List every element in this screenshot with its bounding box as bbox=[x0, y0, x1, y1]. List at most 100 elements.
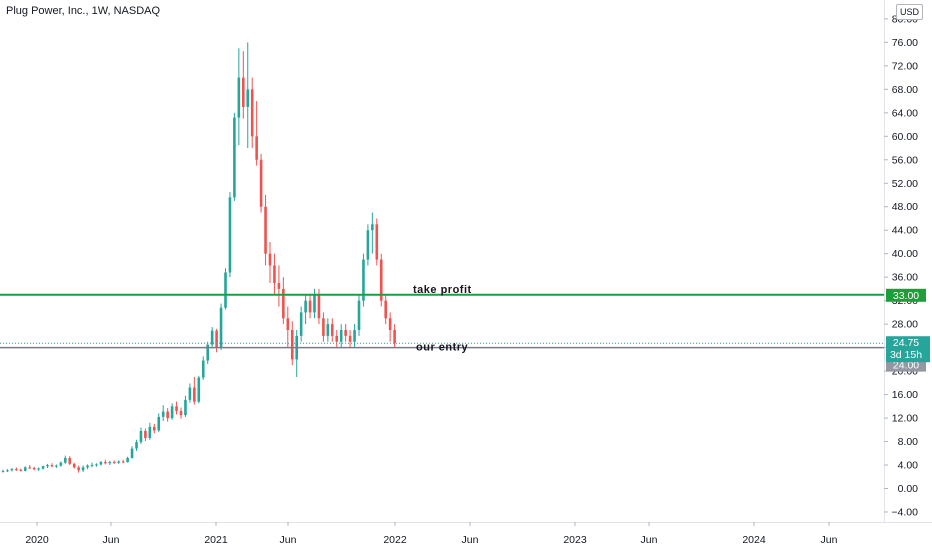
candle-body bbox=[64, 457, 67, 463]
candle-body bbox=[153, 426, 156, 431]
x-tick-label: Jun bbox=[280, 534, 297, 546]
candle-body bbox=[393, 330, 396, 344]
candle-body bbox=[379, 259, 383, 301]
candle-body bbox=[166, 411, 169, 419]
price-levels[interactable]: take profit our entry bbox=[0, 284, 884, 354]
candle-body bbox=[375, 224, 379, 260]
x-tick-label: 2024 bbox=[742, 534, 766, 546]
candle-body bbox=[326, 324, 330, 336]
candle-body bbox=[242, 77, 245, 107]
y-tick-label: 0.00 bbox=[898, 483, 919, 495]
candle-body bbox=[290, 330, 294, 360]
candle-body bbox=[161, 411, 165, 417]
candle-body bbox=[188, 387, 192, 400]
candle-body bbox=[90, 465, 94, 467]
y-tick-label: 64.00 bbox=[892, 107, 918, 119]
y-tick-label: 68.00 bbox=[892, 84, 918, 96]
candles bbox=[1, 42, 396, 473]
candle-body bbox=[388, 318, 392, 331]
candle-body bbox=[41, 466, 45, 469]
candle-body bbox=[197, 377, 201, 402]
candle-body bbox=[371, 224, 374, 231]
candle-body bbox=[126, 457, 129, 463]
candle-body bbox=[121, 461, 125, 463]
candle-body bbox=[130, 448, 134, 458]
candle-body bbox=[299, 312, 303, 336]
candle-body bbox=[322, 318, 325, 336]
candle-body bbox=[59, 462, 63, 466]
last-price-badge-label: 24.75 bbox=[893, 337, 919, 349]
candle-body bbox=[157, 416, 161, 431]
last-price-badge bbox=[886, 336, 930, 363]
candle-body bbox=[148, 426, 152, 439]
y-tick-label: 12.00 bbox=[892, 413, 918, 425]
take-profit-label: take profit bbox=[413, 284, 472, 296]
candle-body bbox=[104, 462, 107, 464]
y-tick-label: 56.00 bbox=[892, 154, 918, 166]
entry-badge-label: 24.00 bbox=[893, 360, 919, 372]
candle-body bbox=[55, 465, 58, 467]
candle-body bbox=[259, 159, 263, 207]
x-tick-label: Jun bbox=[821, 534, 838, 546]
candle-body bbox=[144, 430, 147, 439]
candle-body bbox=[344, 330, 347, 336]
candle-body bbox=[175, 406, 178, 412]
candle-body bbox=[23, 467, 27, 471]
y-tick-label: 8.00 bbox=[898, 436, 919, 448]
candle-body bbox=[50, 465, 54, 467]
candle-body bbox=[193, 387, 196, 402]
x-tick-label: 2020 bbox=[25, 534, 49, 546]
candle-body bbox=[10, 469, 14, 471]
y-tick-label: 4.00 bbox=[898, 460, 919, 472]
take-profit-badge bbox=[886, 288, 926, 302]
candle-body bbox=[366, 230, 370, 260]
candle-body bbox=[32, 467, 36, 470]
candle-body bbox=[117, 461, 120, 463]
candle-body bbox=[72, 463, 76, 468]
candle-body bbox=[313, 294, 316, 313]
candle-body bbox=[28, 467, 31, 469]
x-tick-label: 2022 bbox=[383, 534, 407, 546]
candle-body bbox=[331, 324, 334, 336]
candle-body bbox=[206, 344, 209, 361]
candle-body bbox=[215, 330, 218, 348]
candle-body bbox=[6, 470, 9, 472]
candle-body bbox=[233, 117, 236, 198]
candle-body bbox=[19, 469, 23, 471]
x-tick-label: Jun bbox=[641, 534, 658, 546]
candle-body bbox=[228, 197, 232, 273]
candle-body bbox=[282, 288, 285, 319]
y-tick-label: −4.00 bbox=[891, 506, 918, 518]
candle-body bbox=[264, 206, 267, 254]
y-tick-label: 76.00 bbox=[892, 37, 918, 49]
candle-body bbox=[335, 335, 339, 342]
currency-button[interactable]: USD bbox=[896, 4, 923, 20]
take-profit-badge-label: 33.00 bbox=[893, 290, 919, 302]
candle-body bbox=[308, 300, 312, 313]
candle-body bbox=[139, 430, 143, 443]
chart-title: Plug Power, Inc., 1W, NASDAQ bbox=[6, 5, 161, 17]
candle-body bbox=[170, 406, 174, 419]
x-tick-label: 2023 bbox=[563, 534, 587, 546]
candle-body bbox=[255, 136, 258, 160]
y-tick-label: 36.00 bbox=[892, 272, 918, 284]
candle-body bbox=[273, 265, 276, 284]
candle-body bbox=[339, 330, 343, 342]
y-tick-label: 52.00 bbox=[892, 178, 918, 190]
x-tick-label: Jun bbox=[103, 534, 120, 546]
candle-body bbox=[219, 307, 223, 348]
candle-body bbox=[201, 360, 205, 378]
candle-body bbox=[317, 294, 321, 319]
y-tick-label: 28.00 bbox=[892, 319, 918, 331]
y-tick-label: 40.00 bbox=[892, 248, 918, 260]
candle-body bbox=[246, 89, 250, 107]
x-tick-label: Jun bbox=[462, 534, 479, 546]
y-tick-label: 16.00 bbox=[892, 389, 918, 401]
candle-body bbox=[268, 253, 272, 266]
candle-body bbox=[81, 467, 85, 471]
candle-body bbox=[357, 300, 361, 331]
candle-body bbox=[362, 259, 365, 301]
candle-body bbox=[286, 318, 290, 331]
